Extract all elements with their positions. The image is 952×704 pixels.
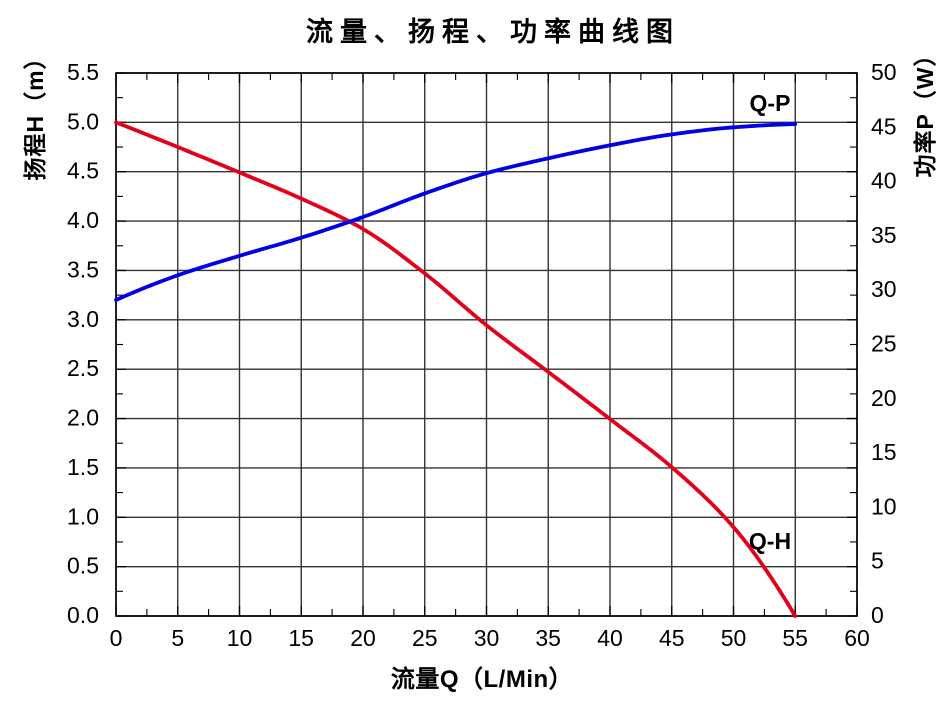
svg-text:1.0: 1.0 xyxy=(67,503,99,529)
svg-text:15: 15 xyxy=(288,625,314,651)
svg-text:0: 0 xyxy=(110,625,123,651)
svg-text:Q-P: Q-P xyxy=(750,90,791,116)
svg-text:55: 55 xyxy=(782,625,808,651)
svg-text:45: 45 xyxy=(871,113,897,139)
svg-text:20: 20 xyxy=(350,625,376,651)
svg-text:Q-H: Q-H xyxy=(749,528,791,554)
svg-text:30: 30 xyxy=(871,276,897,302)
svg-text:20: 20 xyxy=(871,385,897,411)
svg-text:0: 0 xyxy=(871,602,884,628)
svg-text:4.5: 4.5 xyxy=(67,158,99,184)
svg-text:5: 5 xyxy=(171,625,184,651)
svg-text:2.5: 2.5 xyxy=(67,355,99,381)
svg-text:35: 35 xyxy=(871,222,897,248)
svg-text:40: 40 xyxy=(597,625,623,651)
svg-text:35: 35 xyxy=(535,625,561,651)
svg-text:25: 25 xyxy=(871,331,897,357)
svg-text:50: 50 xyxy=(871,59,897,85)
svg-text:5.0: 5.0 xyxy=(67,108,99,134)
svg-text:60: 60 xyxy=(844,625,870,651)
svg-text:50: 50 xyxy=(721,625,747,651)
svg-text:10: 10 xyxy=(227,625,253,651)
svg-text:3.0: 3.0 xyxy=(67,306,99,332)
svg-text:4.0: 4.0 xyxy=(67,207,99,233)
svg-text:1.5: 1.5 xyxy=(67,454,99,480)
svg-text:0.5: 0.5 xyxy=(67,553,99,579)
svg-text:30: 30 xyxy=(474,625,500,651)
svg-text:2.0: 2.0 xyxy=(67,405,99,431)
svg-text:5.5: 5.5 xyxy=(67,59,99,85)
svg-text:15: 15 xyxy=(871,439,897,465)
svg-text:40: 40 xyxy=(871,168,897,194)
svg-text:3.5: 3.5 xyxy=(67,257,99,283)
svg-text:5: 5 xyxy=(871,548,884,574)
svg-text:25: 25 xyxy=(412,625,438,651)
svg-text:10: 10 xyxy=(871,493,897,519)
svg-text:45: 45 xyxy=(659,625,685,651)
svg-text:0.0: 0.0 xyxy=(67,602,99,628)
